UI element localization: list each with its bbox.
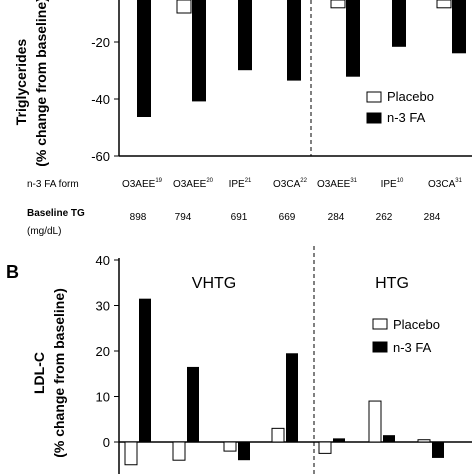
n3fa-bar: [238, 0, 252, 71]
legend-n3fa-swatch: [372, 341, 388, 353]
panel-a-tick-label: -40: [91, 92, 110, 107]
placebo-bar: [330, 0, 346, 9]
placebo-bar: [417, 439, 431, 443]
panel-a-bars: [137, 0, 466, 117]
n3fa-bar: [187, 366, 199, 442]
group-label-vhtg: VHTG: [192, 275, 236, 292]
category-ref: 20: [206, 178, 213, 184]
legend-n3fa-label: n-3 FA: [387, 110, 426, 125]
legend-n3fa-label: n-3 FA: [393, 340, 432, 355]
baseline-tg-value: 262: [376, 212, 393, 223]
n3fa-bar: [286, 353, 298, 442]
panel-b-bars: [124, 298, 444, 466]
legend-n3fa-swatch: [366, 112, 382, 124]
form-row-label: n-3 FA form: [27, 179, 79, 190]
placebo-bar: [124, 441, 138, 466]
category-ref: 21: [245, 178, 252, 184]
panel-a-baseline-tg-values: 898 794 691 669 284 262 284: [130, 212, 441, 223]
n3fa-bar: [333, 438, 345, 442]
panel-a-category-labels: O3AEE19 O3AEE20 IPE21 O3CA22 O3AEE31 IPE10 O3C…: [122, 178, 463, 190]
category-label: O3CA31: [428, 178, 463, 190]
panel-b-legend: Placebo n-3 FA: [372, 317, 440, 355]
category-label: O3AEE31: [317, 178, 358, 190]
panel-b-tick-label: 10: [96, 390, 110, 405]
panel-a-tick-label: -60: [91, 149, 110, 164]
panel-b-ylabel-line2: (% change from baseline): [51, 288, 67, 458]
panel-a-ylabel-line1: Triglycerides: [13, 39, 29, 126]
n3fa-bar: [346, 0, 360, 77]
category-ref: 31: [455, 178, 462, 184]
panel-b-tick-label: 30: [96, 299, 110, 314]
baseline-tg-unit: (mg/dL): [27, 226, 61, 237]
n3fa-bar: [452, 0, 466, 54]
placebo-bar: [172, 441, 186, 461]
baseline-tg-value: 284: [424, 212, 441, 223]
n3fa-bar: [392, 0, 406, 47]
baseline-tg-value: 691: [231, 212, 248, 223]
panel-b-tick-label: 40: [96, 253, 110, 268]
n3fa-bar: [238, 442, 250, 461]
legend-placebo-label: Placebo: [393, 317, 440, 332]
panel-b-tick-label: 20: [96, 344, 110, 359]
baseline-tg-value: 794: [175, 212, 192, 223]
category-ref: 10: [397, 178, 404, 184]
baseline-tg-label: Baseline TG: [27, 208, 85, 219]
category-label: O3AEE20: [173, 178, 214, 190]
panel-b-ylabel-line1: LDL-C: [31, 352, 47, 394]
panel-b: B LDL-C (% change from baseline) 40 30 2…: [6, 246, 472, 474]
category-label: O3AEE19: [122, 178, 163, 190]
category-ref: 19: [155, 178, 162, 184]
category-ref: 31: [350, 178, 357, 184]
baseline-tg-value: 669: [279, 212, 296, 223]
panel-b-letter: B: [6, 262, 19, 282]
baseline-tg-value: 284: [328, 212, 345, 223]
category-label: O3CA22: [273, 178, 308, 190]
n3fa-bar: [287, 0, 301, 81]
placebo-bar: [436, 0, 452, 9]
group-label-htg: HTG: [375, 275, 409, 292]
panel-a: Triglycerides (% change from baseline) -…: [13, 0, 472, 237]
legend-placebo-swatch: [366, 91, 382, 103]
n3fa-bar: [139, 298, 151, 442]
legend-placebo-swatch: [372, 318, 388, 330]
legend-placebo-label: Placebo: [387, 89, 434, 104]
panel-a-tick-label: -20: [91, 35, 110, 50]
category-ref: 22: [300, 178, 307, 184]
n3fa-bar: [432, 442, 444, 458]
placebo-bar: [368, 400, 382, 443]
panel-a-ylabel-line2: (% change from baseline): [33, 0, 49, 167]
placebo-bar: [271, 427, 285, 443]
n3fa-bar: [192, 0, 206, 102]
n3fa-bar: [383, 435, 395, 442]
panel-b-tick-label: 0: [103, 435, 110, 450]
placebo-bar: [318, 441, 332, 454]
placebo-bar: [223, 441, 237, 452]
n3fa-bar: [137, 0, 151, 117]
panel-a-legend: Placebo n-3 FA: [366, 89, 434, 125]
category-label: IPE21: [229, 178, 252, 190]
baseline-tg-value: 898: [130, 212, 147, 223]
category-label: IPE10: [381, 178, 404, 190]
placebo-bar: [176, 0, 192, 14]
